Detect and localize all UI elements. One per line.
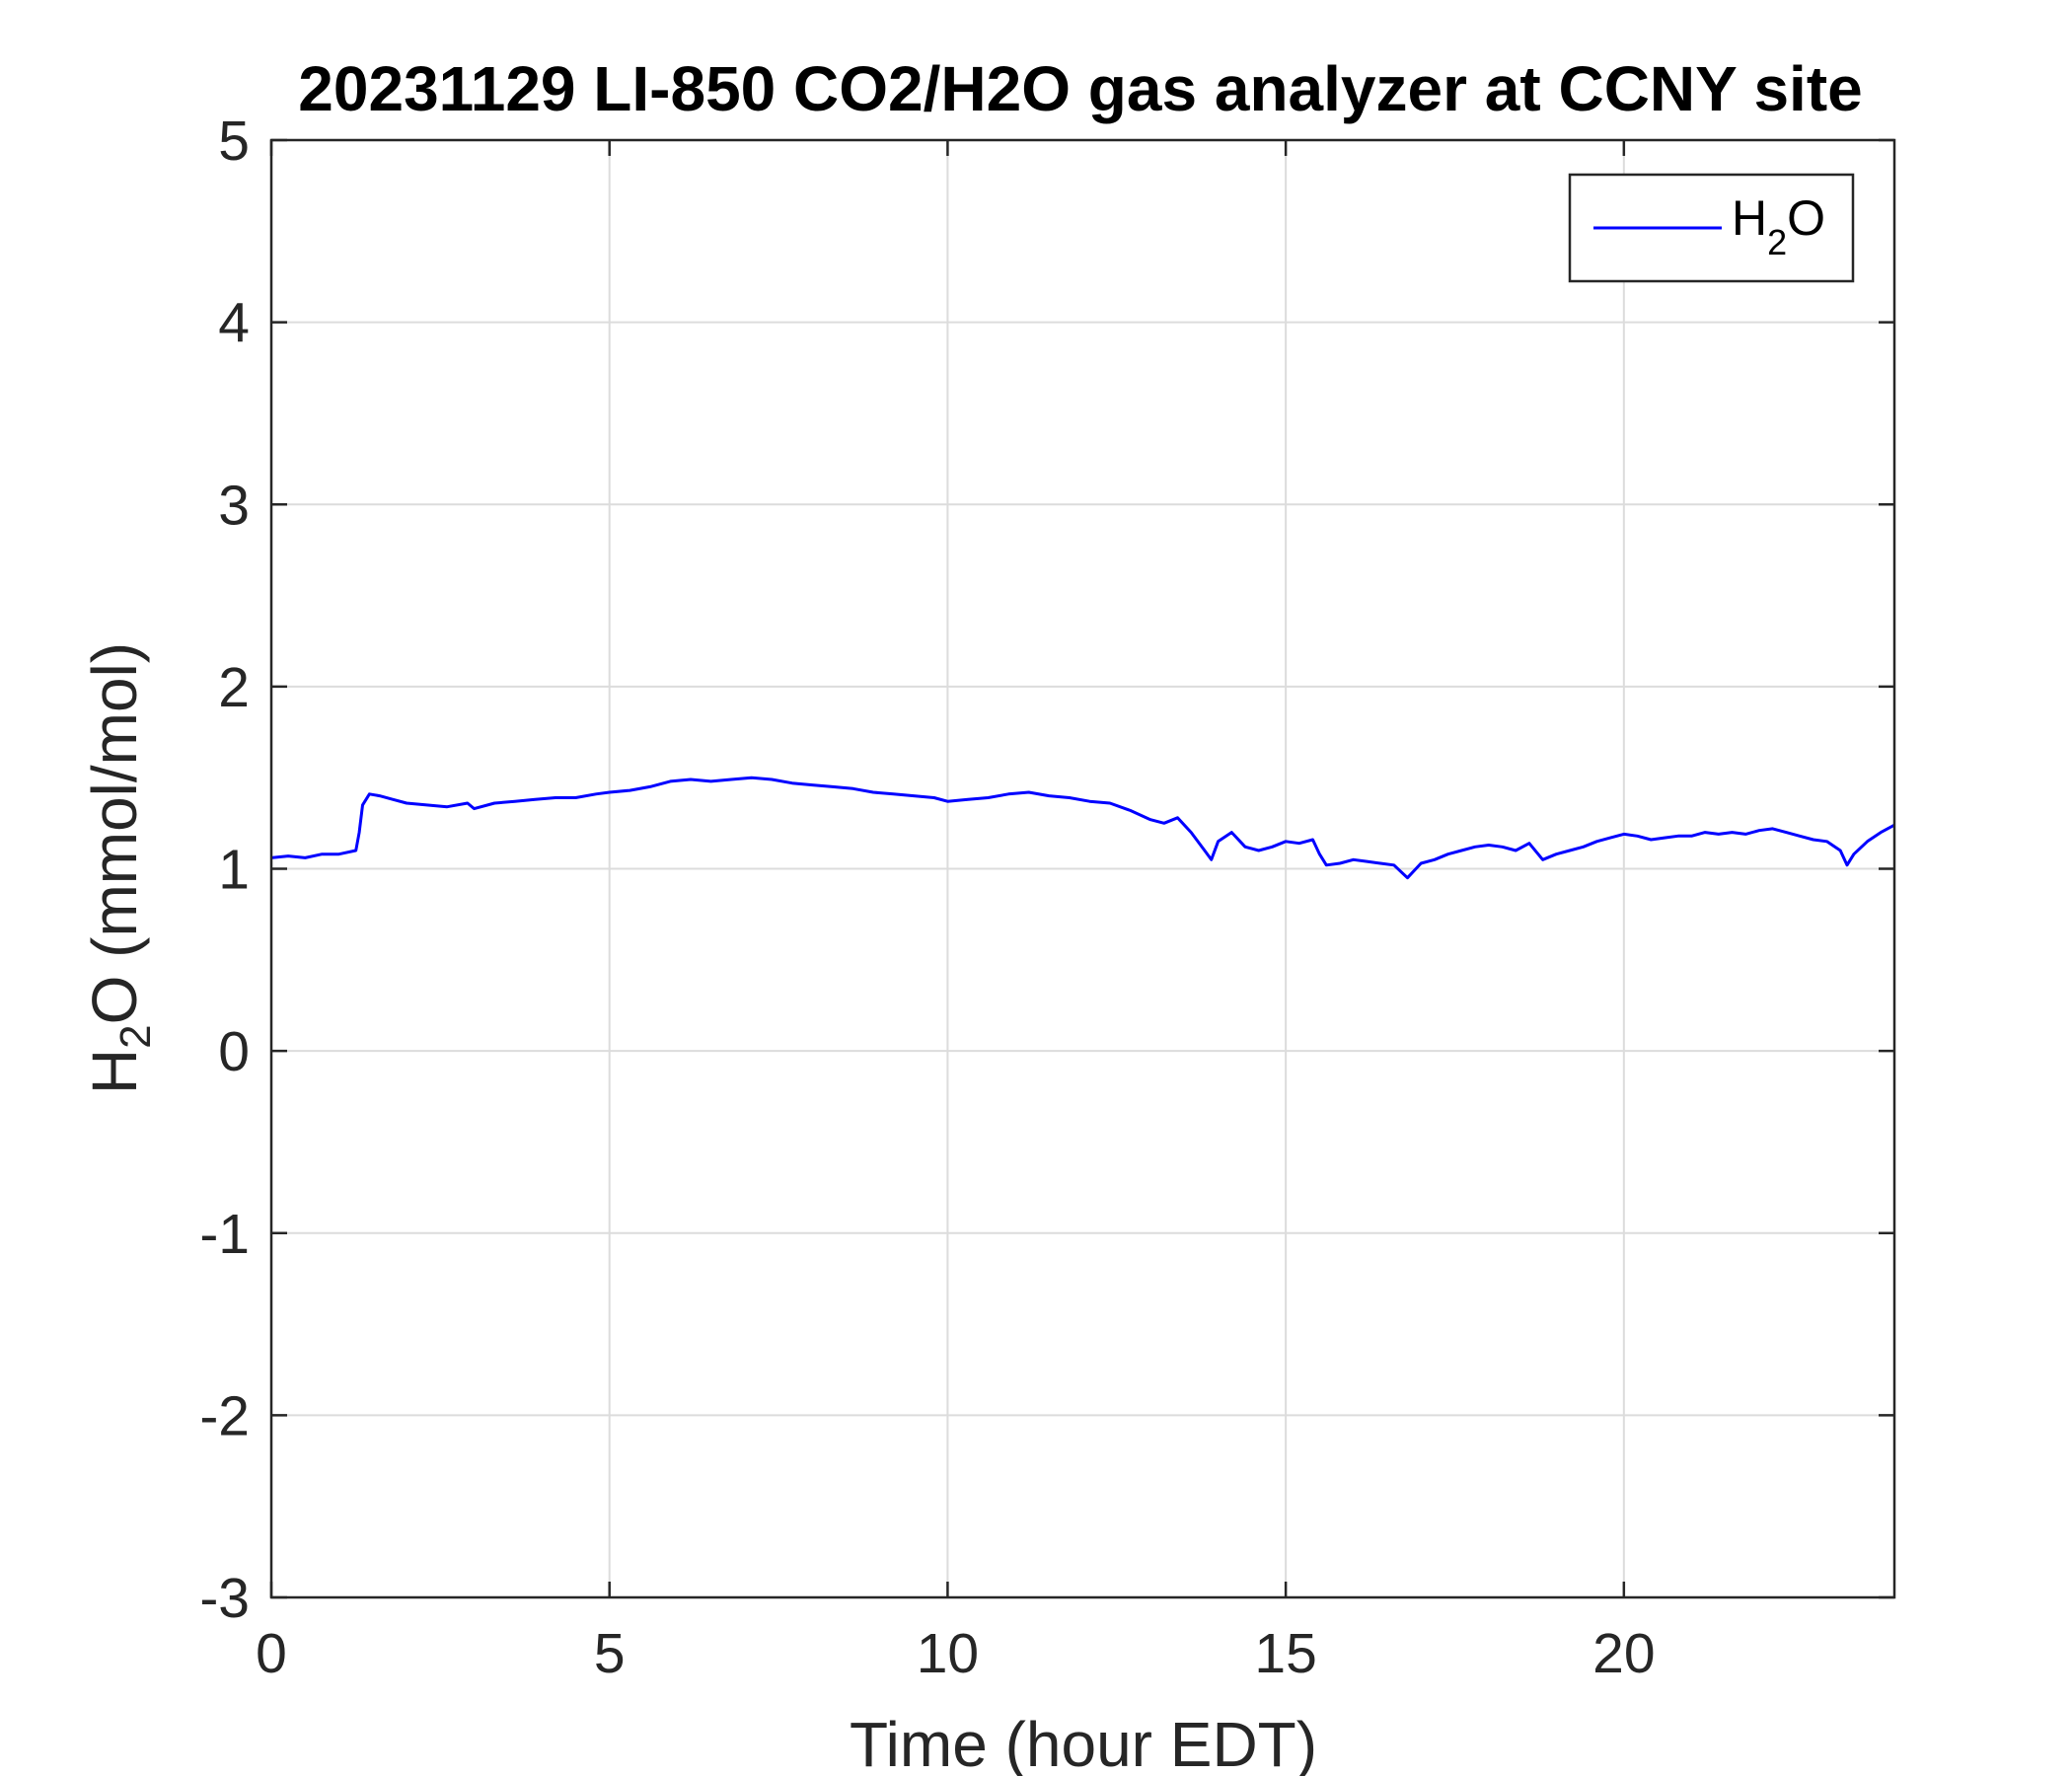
y-axis-label-rest: O (mmol/mol) — [79, 642, 150, 1025]
legend-label-subscript: 2 — [1767, 222, 1787, 262]
legend-label-base: H — [1732, 190, 1767, 246]
y-tick-label: 5 — [218, 110, 250, 173]
series-layer — [270, 776, 1895, 880]
legend-entry-h2o: H2O — [1732, 190, 1825, 262]
x-tick-label: 0 — [256, 1622, 287, 1685]
x-tick-label: 15 — [1254, 1622, 1316, 1685]
x-axis-label: Time (hour EDT) — [850, 1709, 1317, 1776]
tick-marks — [269, 138, 1894, 1599]
y-tick-label: 0 — [218, 1020, 250, 1083]
legend: H2O — [1568, 173, 1855, 283]
x-tick-labels: 0 5 10 15 20 — [256, 1622, 1655, 1685]
x-tick-label: 10 — [917, 1622, 979, 1685]
y-tick-label: 3 — [218, 474, 250, 537]
y-axis-label: H2O (mmol/mol) — [79, 642, 160, 1094]
chart-title: 20231129 LI-850 CO2/H2O gas analyzer at … — [298, 53, 1862, 124]
y-tick-label: -2 — [199, 1384, 250, 1447]
y-tick-label: 2 — [218, 656, 250, 719]
x-tick-label: 20 — [1592, 1622, 1655, 1685]
y-tick-label: 1 — [218, 839, 250, 902]
legend-label-rest: O — [1787, 190, 1825, 246]
y-tick-label: 4 — [218, 292, 250, 355]
y-axis-label-subscript: 2 — [111, 1024, 160, 1048]
y-tick-labels: 5 4 3 2 1 0 -1 -2 -3 — [199, 110, 250, 1630]
y-tick-label: -3 — [199, 1567, 250, 1630]
series-line-0 — [270, 776, 1895, 880]
y-axis-label-base: H — [79, 1049, 150, 1094]
x-tick-label: 5 — [594, 1622, 626, 1685]
y-tick-label: -1 — [199, 1203, 250, 1266]
